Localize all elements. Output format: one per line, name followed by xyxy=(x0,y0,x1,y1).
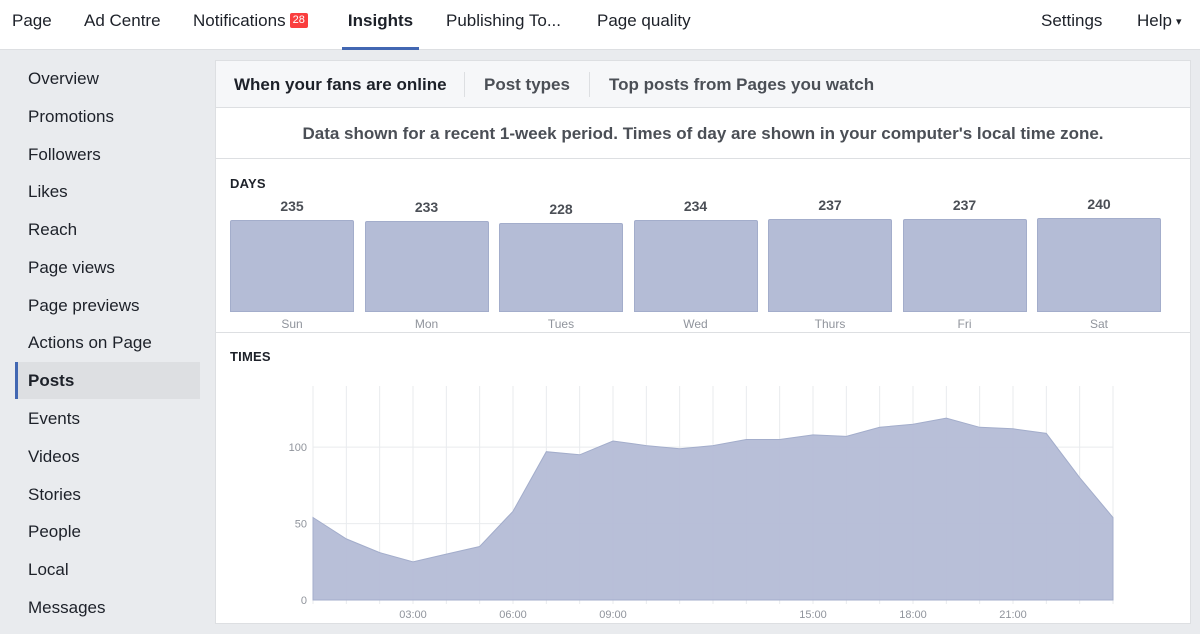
timezone-notice: Data shown for a recent 1-week period. T… xyxy=(216,109,1190,159)
x-tick-label: 06:00 xyxy=(499,609,527,621)
y-tick-label: 50 xyxy=(295,519,307,531)
sidebar-item-local[interactable]: Local xyxy=(28,560,69,579)
tab-divider xyxy=(464,72,465,97)
sidebar-item-videos[interactable]: Videos xyxy=(28,447,80,466)
day-column: 234 Wed xyxy=(633,191,758,331)
day-column: 237 Fri xyxy=(902,191,1027,331)
nav-help-label: Help xyxy=(1137,11,1172,30)
nav-page-label: Page xyxy=(12,11,52,30)
top-nav: Page Ad Centre Notifications 28 Insights … xyxy=(0,0,1200,50)
days-section-label: DAYS xyxy=(230,176,266,191)
nav-notifications[interactable]: Notifications 28 xyxy=(193,0,308,50)
sidebar-item-overview[interactable]: Overview xyxy=(28,69,99,88)
day-bar-value: 234 xyxy=(683,198,708,214)
nav-help[interactable]: Help ▾ xyxy=(1137,0,1182,50)
x-tick-label: 09:00 xyxy=(599,609,627,621)
sidebar-item-likes[interactable]: Likes xyxy=(28,182,68,201)
day-label: Sat xyxy=(1089,317,1108,331)
day-bar-value: 233 xyxy=(414,199,439,215)
nav-page-quality[interactable]: Page quality xyxy=(597,0,691,50)
tab-post-types[interactable]: Post types xyxy=(484,75,570,94)
day-bar-value: 240 xyxy=(1087,196,1111,212)
y-tick-label: 100 xyxy=(289,442,307,454)
nav-insights-label: Insights xyxy=(347,11,414,30)
nav-notifications-label: Notifications xyxy=(193,11,286,30)
sidebar-item-actions-on-page[interactable]: Actions on Page xyxy=(28,333,152,352)
times-area-chart: 0 50 100 03:00 06:00 09:00 15:00 18:00 21:00 xyxy=(289,386,1114,621)
insights-panel: When your fans are online Post types Top… xyxy=(215,60,1191,624)
x-tick-label: 03:00 xyxy=(399,609,427,621)
x-tick-label: 15:00 xyxy=(799,609,827,621)
tab-divider xyxy=(589,72,590,97)
day-column: 237 Thurs xyxy=(768,191,892,331)
nav-ad-centre-label: Ad Centre xyxy=(84,11,161,30)
tab-when-fans-online[interactable]: When your fans are online xyxy=(234,75,447,94)
nav-page[interactable]: Page xyxy=(12,0,52,50)
day-label: Wed xyxy=(683,317,708,331)
sidebar-item-promotions[interactable]: Promotions xyxy=(28,107,114,126)
section-divider xyxy=(216,332,1190,333)
chevron-down-icon: ▾ xyxy=(1175,16,1182,28)
sidebar-item-messages[interactable]: Messages xyxy=(28,598,106,617)
day-column: 240 Sat xyxy=(1037,191,1161,331)
nav-publishing-tools[interactable]: Publishing To... xyxy=(446,0,561,50)
x-tick-label: 18:00 xyxy=(899,609,927,621)
day-label: Mon xyxy=(414,317,439,331)
day-bar[interactable] xyxy=(902,219,1027,312)
day-column: 235 Sun xyxy=(230,191,354,331)
sidebar-item-page-previews[interactable]: Page previews xyxy=(28,296,140,315)
day-bar[interactable] xyxy=(499,223,623,312)
sidebar-item-reach[interactable]: Reach xyxy=(28,220,78,239)
day-label: Thurs xyxy=(814,317,846,331)
day-bar[interactable] xyxy=(364,221,489,312)
nav-settings-label: Settings xyxy=(1041,11,1103,30)
nav-ad-centre[interactable]: Ad Centre xyxy=(84,0,161,50)
day-bar-value: 237 xyxy=(818,197,842,213)
day-column: 228 Tues xyxy=(499,191,623,331)
sidebar-item-page-views[interactable]: Page views xyxy=(28,258,115,277)
sidebar-item-stories[interactable]: Stories xyxy=(28,485,81,504)
day-bar-value: 237 xyxy=(952,197,977,213)
sidebar-item-posts[interactable]: Posts xyxy=(15,362,200,399)
nav-settings[interactable]: Settings xyxy=(1041,0,1102,50)
day-bar[interactable] xyxy=(768,219,892,312)
notifications-badge: 28 xyxy=(289,13,308,28)
y-tick-label: 0 xyxy=(301,595,307,607)
sidebar-item-events[interactable]: Events xyxy=(28,409,80,428)
day-bar-value: 228 xyxy=(549,201,573,217)
day-label: Fri xyxy=(957,317,972,331)
x-tick-label: 21:00 xyxy=(999,609,1027,621)
times-section-label: TIMES xyxy=(230,349,271,364)
day-bar[interactable] xyxy=(633,220,758,312)
times-area[interactable] xyxy=(312,417,1114,601)
day-label: Tues xyxy=(547,317,575,331)
nav-page-quality-label: Page quality xyxy=(597,11,691,30)
sidebar-item-followers[interactable]: Followers xyxy=(28,145,101,164)
day-bar[interactable] xyxy=(1037,218,1161,312)
nav-insights[interactable]: Insights xyxy=(342,0,419,50)
tab-top-posts[interactable]: Top posts from Pages you watch xyxy=(609,75,875,94)
day-label: Sun xyxy=(281,317,303,331)
sidebar-item-people[interactable]: People xyxy=(28,522,81,541)
day-bar-value: 235 xyxy=(280,198,304,214)
day-column: 233 Mon xyxy=(364,191,489,331)
day-bar[interactable] xyxy=(230,220,354,312)
insights-tabs: When your fans are online Post types Top… xyxy=(216,61,1190,108)
nav-publishing-tools-label: Publishing To... xyxy=(446,11,561,30)
